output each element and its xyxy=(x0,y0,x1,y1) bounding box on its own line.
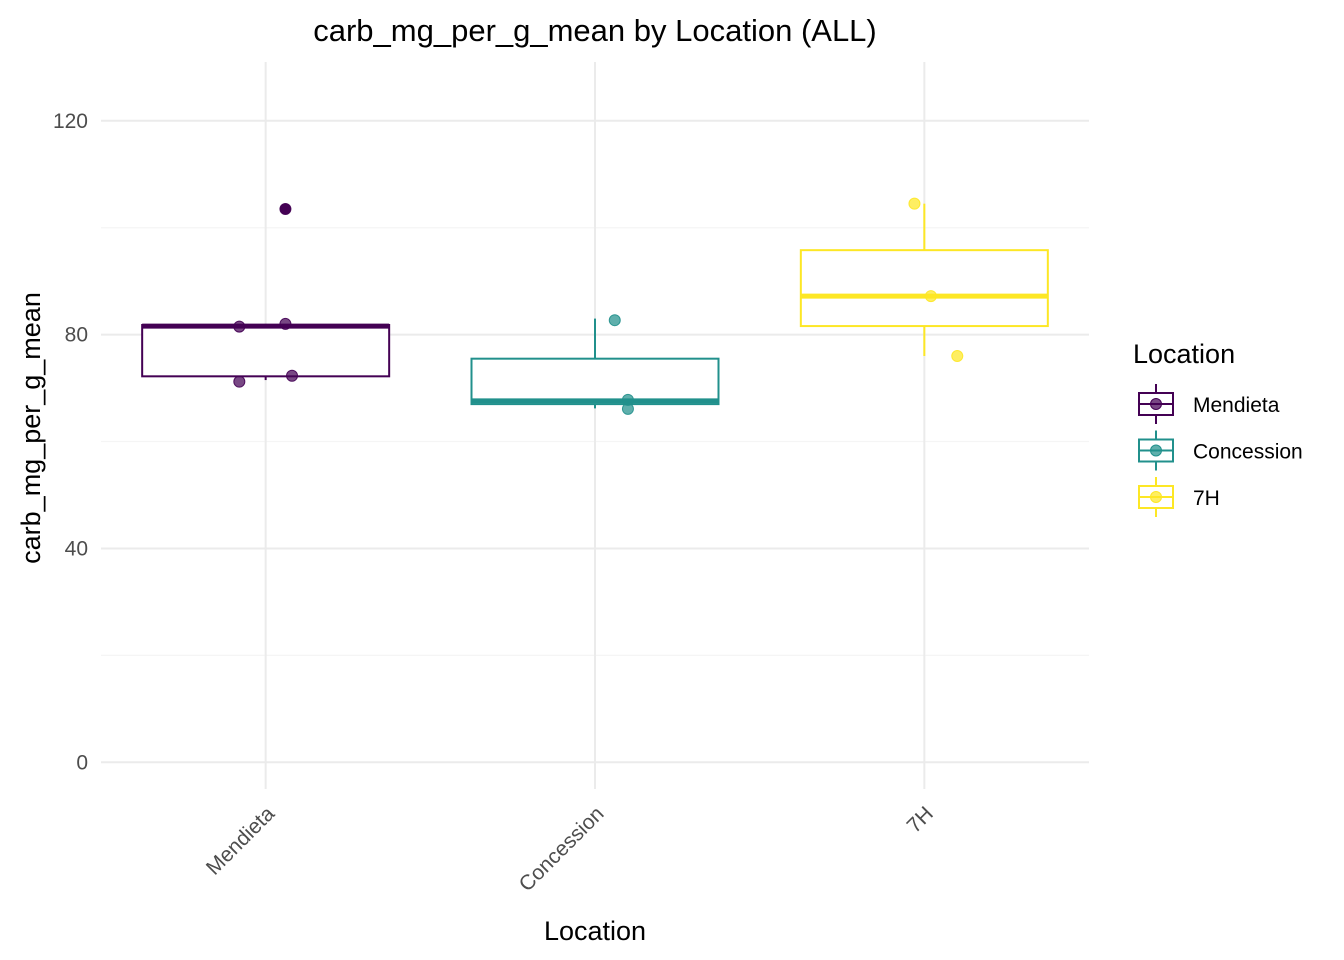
box-7h xyxy=(799,203,1049,357)
data-point xyxy=(233,375,246,388)
legend-entry-7h: 7H xyxy=(1138,477,1220,517)
legend-entry-concession: Concession xyxy=(1138,430,1303,471)
legend-entry-mendieta: Mendieta xyxy=(1138,384,1280,424)
box-mendieta xyxy=(141,203,391,381)
x-tick-label: 7H xyxy=(903,802,938,837)
grid xyxy=(101,62,1089,789)
legend-key-point xyxy=(1150,444,1162,457)
legend-key-point xyxy=(1150,491,1162,503)
legend-label: Concession xyxy=(1193,441,1303,464)
data-point xyxy=(279,317,292,330)
data-point xyxy=(279,203,292,216)
x-tick-label: Mendieta xyxy=(202,802,280,880)
data-point xyxy=(286,369,299,382)
x-axis-ticks: Mendieta Concession 7H xyxy=(202,802,938,896)
y-tick-label: 40 xyxy=(65,537,88,560)
legend-key-point xyxy=(1150,398,1162,410)
data-point xyxy=(951,350,964,363)
boxes xyxy=(141,203,1049,409)
y-tick-label: 0 xyxy=(76,751,88,774)
y-axis-ticks: 0 40 80 120 xyxy=(53,110,88,774)
y-tick-label: 120 xyxy=(53,110,88,133)
x-axis-title: Location xyxy=(544,916,646,946)
box-iqr xyxy=(799,249,1049,328)
y-tick-label: 80 xyxy=(65,324,88,347)
data-point xyxy=(233,320,246,333)
legend: Location Mendieta Concession 7H xyxy=(1133,339,1303,517)
data-point xyxy=(924,290,937,303)
chart-title: carb_mg_per_g_mean by Location (ALL) xyxy=(313,13,877,48)
box-concession xyxy=(470,318,720,409)
box-iqr xyxy=(141,324,391,378)
data-point xyxy=(608,314,621,327)
data-point xyxy=(908,197,921,210)
box-iqr xyxy=(470,357,720,406)
jitter-points xyxy=(233,197,964,415)
data-point xyxy=(621,402,634,415)
legend-label: Mendieta xyxy=(1193,394,1280,417)
legend-title: Location xyxy=(1133,339,1235,369)
x-tick-label: Concession xyxy=(515,802,609,896)
y-axis-title: carb_mg_per_g_mean xyxy=(16,292,46,564)
legend-label: 7H xyxy=(1193,487,1220,510)
